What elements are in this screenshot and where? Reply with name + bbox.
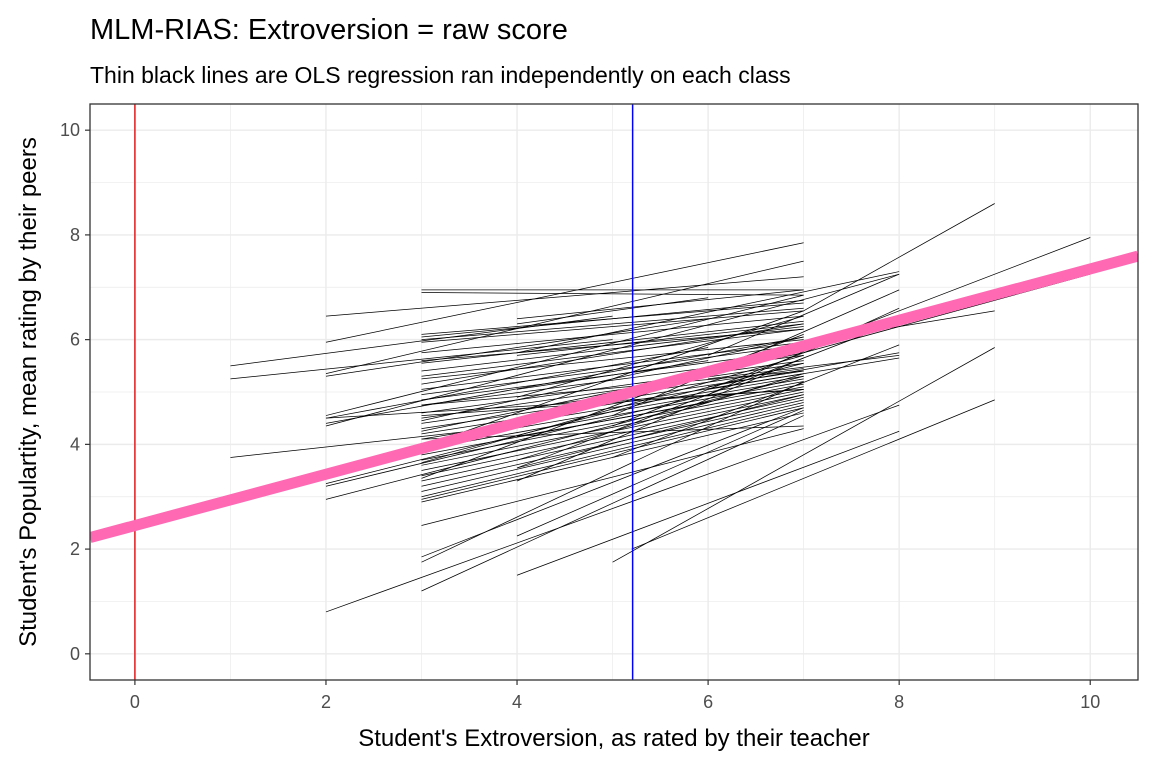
x-tick-label: 10: [1080, 692, 1100, 712]
class-regression-line: [631, 399, 995, 550]
class-regression-line: [421, 328, 804, 377]
class-regression-line: [421, 399, 804, 487]
chart-title: MLM-RIAS: Extroversion = raw score: [90, 14, 568, 46]
panel-border: [89, 103, 1139, 681]
class-regression-line: [421, 407, 804, 500]
x-tick-label: 8: [894, 692, 904, 712]
class-regression-line: [421, 315, 804, 354]
class-regression-line: [421, 370, 804, 406]
class-regression-line: [516, 402, 709, 437]
class-regression-line: [421, 404, 804, 498]
class-regression-line: [325, 404, 900, 613]
class-regression-line: [325, 273, 900, 427]
class-regression-line: [421, 344, 804, 395]
y-tick-label: 2: [70, 539, 80, 559]
class-regression-line: [421, 292, 804, 296]
class-regression-line: [421, 381, 804, 563]
overall-fit-line: [90, 250, 1138, 543]
grid-lines: [90, 104, 1138, 680]
class-regression-line: [803, 203, 995, 312]
class-regression-line: [516, 360, 709, 390]
class-regression-line: [421, 320, 804, 364]
class-regression-line: [421, 362, 804, 419]
y-tick-label: 8: [70, 225, 80, 245]
class-regression-line: [421, 402, 804, 492]
overall-fit: [90, 250, 1138, 543]
y-tick-label: 6: [70, 330, 80, 350]
class-regression-line: [516, 373, 804, 461]
class-regression-line: [325, 294, 804, 416]
class-regression-line: [421, 310, 804, 448]
class-regression-line: [421, 373, 804, 435]
class-regression-line: [612, 347, 995, 563]
class-regression-line: [516, 409, 804, 537]
y-tick-label: 4: [70, 434, 80, 454]
class-regression-line: [325, 260, 804, 375]
y-tick-label: 10: [60, 120, 80, 140]
class-regression-line: [708, 352, 900, 388]
class-regression-line: [612, 344, 900, 458]
y-tick-label: 0: [70, 644, 80, 664]
class-regression-line: [708, 357, 900, 390]
x-tick-label: 2: [321, 692, 331, 712]
class-regression-line: [421, 360, 804, 414]
y-axis-label: Student's Populartity, mean rating by th…: [15, 137, 42, 647]
class-regression-line: [325, 318, 709, 377]
class-regression-line: [325, 389, 804, 419]
class-regression-line: [707, 273, 900, 356]
class-regression-line: [325, 347, 709, 419]
class-regression-line: [421, 341, 804, 390]
chart-subtitle: Thin black lines are OLS regression ran …: [90, 62, 791, 88]
x-tick-label: 0: [130, 692, 140, 712]
class-regression-lines: [230, 203, 1091, 613]
class-regression-line: [421, 415, 804, 592]
x-axis-label: Student's Extroversion, as rated by thei…: [358, 725, 870, 752]
class-regression-line: [516, 297, 709, 325]
class-regression-line: [421, 394, 804, 477]
class-regression-line: [421, 354, 804, 464]
x-tick-label: 4: [512, 692, 522, 712]
class-regression-line: [325, 242, 804, 343]
class-regression-line: [516, 271, 900, 354]
class-regression-line: [421, 302, 804, 335]
class-regression-line: [421, 339, 804, 380]
class-regression-line: [516, 394, 804, 469]
class-regression-line: [516, 323, 804, 356]
class-regression-line: [325, 276, 804, 317]
class-regression-line: [325, 375, 804, 500]
class-regression-line: [516, 430, 900, 576]
class-regression-line: [612, 289, 900, 416]
axis-ticks: 0 2 4 6 8 10 0 2 4 6 8 10: [60, 120, 1100, 712]
class-regression-line: [708, 354, 900, 380]
class-regression-line: [325, 394, 709, 487]
class-regression-line: [421, 307, 804, 341]
class-regression-line: [230, 315, 613, 367]
class-regression-line: [421, 389, 804, 466]
class-regression-line: [325, 336, 804, 424]
x-tick-label: 6: [703, 692, 713, 712]
